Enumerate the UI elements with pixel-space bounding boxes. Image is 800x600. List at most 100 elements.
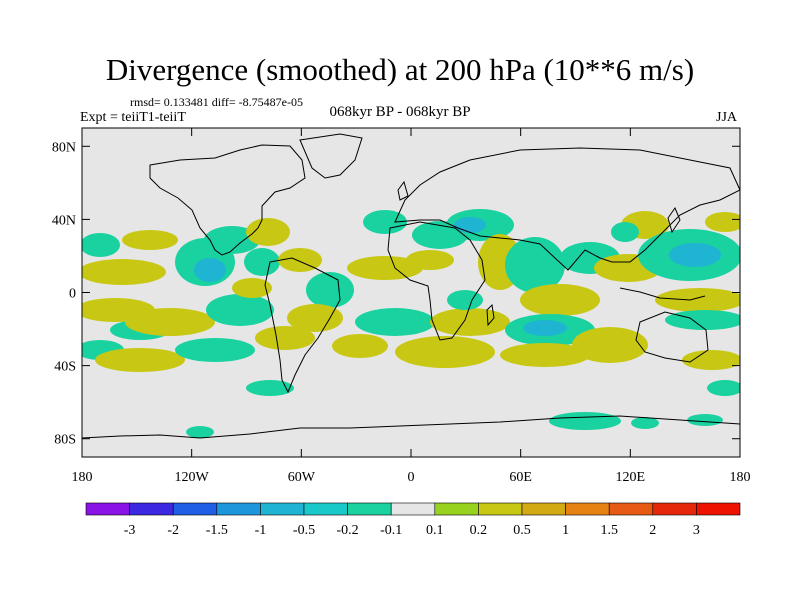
field-patch [520, 284, 600, 316]
colorbar-label: 1.5 [600, 523, 618, 538]
colorbar-swatch [216, 502, 261, 516]
y-tick-label: 40N [52, 213, 76, 228]
field-patch [175, 338, 255, 362]
divergence-field [82, 209, 740, 438]
season-label: JJA [716, 110, 738, 125]
field-patch [687, 414, 723, 426]
colorbar-label: -0.5 [293, 523, 315, 538]
x-tick-label: 120W [175, 470, 210, 485]
field-patch [523, 320, 567, 336]
coastline-uk [397, 180, 409, 201]
colorbar-swatch [260, 502, 305, 516]
colorbar-label: 0.5 [513, 523, 531, 538]
coastline-south-america [264, 257, 341, 394]
field-patch [194, 258, 226, 282]
x-tick-label: 180 [730, 470, 751, 485]
colorbar-swatch [129, 502, 174, 516]
field-patch [430, 308, 510, 336]
experiment-label: Expt = teiiT1-teiiT [80, 110, 186, 125]
colorbar-swatch [521, 502, 566, 516]
field-patch [246, 218, 290, 246]
x-axis: 180 120W 60W 0 60E 120E 180 [72, 128, 751, 485]
colorbar-swatch [390, 502, 436, 516]
field-patch [355, 308, 435, 336]
coastline-australia [635, 311, 709, 363]
colorbar-label: -1.5 [206, 523, 228, 538]
field-patch [665, 310, 740, 330]
y-tick-label: 40S [54, 360, 76, 375]
colorbar-swatch [478, 502, 523, 516]
coastline-madagascar [486, 303, 495, 327]
colorbar-label: -0.1 [380, 523, 402, 538]
coastlines [82, 133, 740, 439]
coastline-greenland [299, 133, 363, 179]
y-tick-label: 80N [52, 140, 76, 155]
colorbar-swatch [303, 502, 348, 516]
colorbar-label: -1 [255, 523, 267, 538]
coastline-eurasia [394, 147, 740, 271]
field-patch [332, 334, 388, 358]
field-patch [669, 243, 721, 267]
field-patch [206, 294, 274, 326]
colorbar-swatch [565, 502, 610, 516]
colorbar-swatch [347, 502, 392, 516]
field-patch [255, 326, 315, 350]
coastline-antarctica [82, 415, 740, 439]
field-patch [611, 222, 639, 242]
colorbar-swatch [85, 502, 130, 516]
field-patch [705, 212, 740, 232]
colorbar-label: -0.2 [337, 523, 359, 538]
colorbar-label: 0.1 [426, 523, 444, 538]
map-title: Divergence (smoothed) at 200 hPa (10**6 … [105, 52, 695, 87]
field-patch [122, 230, 178, 250]
field-patch [447, 290, 483, 310]
colorbar-swatch [172, 502, 218, 516]
coastline-north-america [149, 144, 306, 256]
colorbar-swatch [434, 502, 479, 516]
map-background [82, 128, 740, 457]
field-patch [549, 412, 621, 430]
field-patch [306, 272, 354, 308]
field-patch [505, 237, 565, 293]
y-axis: 80N 40N 0 40S 80S [52, 140, 740, 448]
field-patch [631, 417, 659, 429]
field-patch [572, 327, 648, 363]
y-tick-label: 80S [54, 433, 76, 448]
colorbar-label: 3 [693, 523, 700, 538]
stats-label: rmsd= 0.133481 diff= -8.75487e-05 [130, 95, 303, 109]
field-patch [95, 348, 185, 372]
colorbar-label: -3 [124, 523, 136, 538]
field-patch [500, 343, 590, 367]
colorbar-label: 2 [649, 523, 656, 538]
field-patch [395, 336, 495, 368]
colorbar-label: 0.2 [470, 523, 488, 538]
x-tick-label: 180 [72, 470, 93, 485]
field-patch [287, 304, 343, 332]
field-patch [363, 210, 407, 234]
field-patch [246, 380, 294, 396]
field-patch [82, 233, 120, 257]
field-patch [232, 278, 272, 298]
field-patch [186, 426, 214, 438]
field-patch [347, 256, 423, 280]
colorbar-label: 1 [562, 523, 569, 538]
field-patch [655, 288, 740, 312]
coastline-africa [387, 221, 486, 341]
field-patch [406, 250, 454, 270]
colorbar: -3 -2 -1.5 -1 -0.5 -0.2 -0.1 0.1 0.2 0.5 1 1.5 2 3 [85, 502, 741, 538]
x-tick-label: 60E [509, 470, 532, 485]
x-tick-label: 60W [288, 470, 316, 485]
field-patch [204, 226, 260, 254]
field-patch [125, 308, 215, 336]
field-patch [707, 380, 740, 396]
colorbar-label: -2 [167, 523, 179, 538]
field-patch [82, 259, 166, 285]
period-label: 068kyr BP - 068kyr BP [329, 104, 471, 120]
coastline-japan [667, 206, 681, 234]
field-patch [682, 350, 740, 370]
x-tick-label: 0 [408, 470, 415, 485]
coastline-indonesia [619, 287, 706, 301]
colorbar-swatch [696, 502, 741, 516]
field-patch [244, 248, 280, 276]
